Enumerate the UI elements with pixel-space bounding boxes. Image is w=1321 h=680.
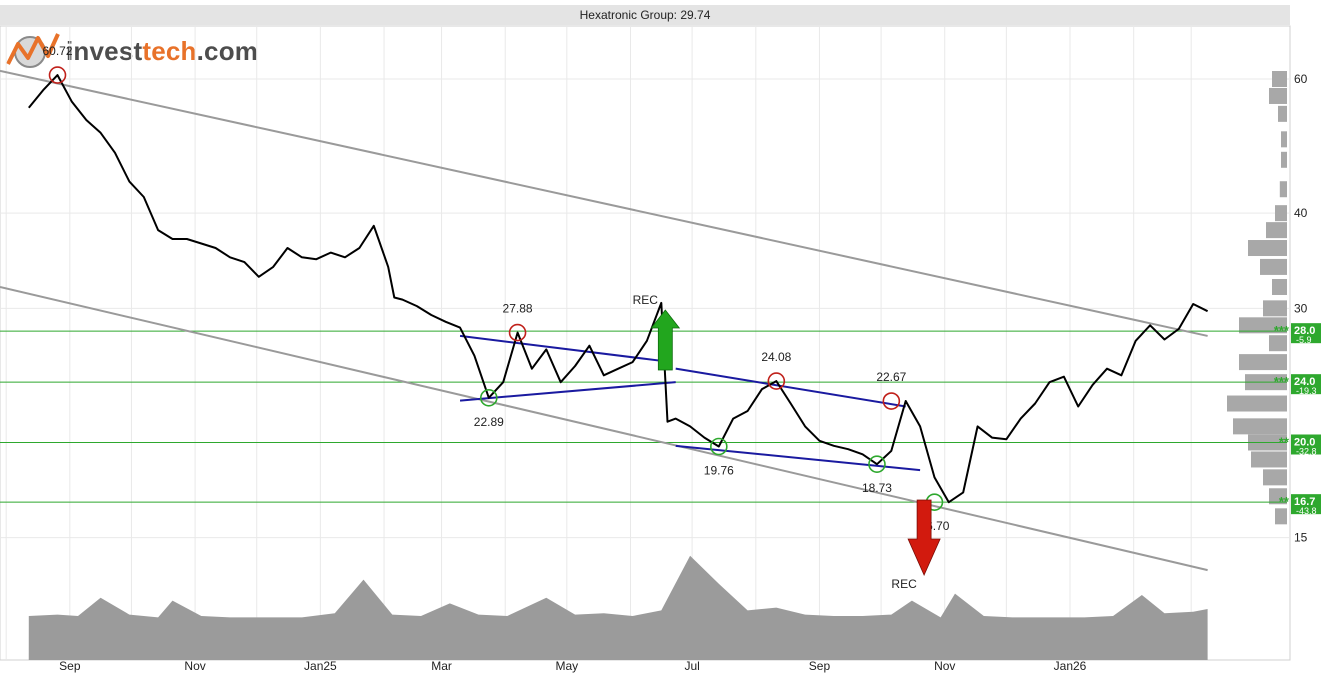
x-tick-label: Sep (59, 659, 81, 673)
support-stars: *** (1274, 374, 1290, 389)
support-stars: ** (1279, 434, 1290, 449)
investtech-logo[interactable]: investtech.com (4, 30, 274, 74)
pattern-lines-layer (459, 334, 921, 472)
pivot-bottom-marker (479, 389, 498, 407)
x-tick-label: Sep (809, 659, 831, 673)
trend-line (0, 69, 1208, 337)
logo-icon (6, 33, 60, 68)
volume-profile-bar (1275, 205, 1287, 222)
support-pct-label: -32.8 (1296, 446, 1317, 456)
pivot-top-marker (508, 323, 527, 342)
volume-profile-layer (1227, 71, 1287, 525)
support-stars: *** (1274, 323, 1290, 338)
volume-profile-bar (1263, 300, 1287, 317)
signal-label: REC (891, 577, 917, 591)
support-pct-label: -43.8 (1296, 506, 1317, 516)
x-tick-label: Jan25 (304, 659, 337, 673)
trend-line (0, 286, 1208, 572)
support-label-box (1291, 434, 1321, 455)
x-tick-label: Nov (184, 659, 205, 673)
logo-text: investtech.com (66, 36, 259, 66)
pivot-label: 60.72 (42, 44, 72, 58)
x-tick-label: Jul (684, 659, 699, 673)
support-price-label: 20.0 (1294, 436, 1315, 448)
y-tick-label: 30 (1294, 301, 1308, 315)
support-price-label: 28.0 (1294, 325, 1315, 337)
trend-lines-layer (0, 69, 1208, 572)
pivot-label: 19.76 (704, 463, 734, 477)
pivot-top-marker (48, 66, 67, 84)
support-price-label: 24.0 (1294, 376, 1315, 388)
volume-profile-bar (1279, 181, 1287, 198)
support-price-label: 16.7 (1294, 496, 1315, 508)
volume-profile-bar (1278, 105, 1287, 122)
support-pct-label: -19.3 (1296, 386, 1317, 396)
volume-area (28, 555, 1208, 660)
pattern-line (459, 381, 676, 402)
support-resistance-layer: *** 28.0-5.9 *** 24.0-19.3 ** 20.0-32.8 ** 16.7… (0, 323, 1321, 516)
grid-layer (0, 25, 1291, 661)
sell-signal-arrow (907, 499, 941, 576)
y-tick-label: 60 (1294, 72, 1308, 86)
signal-label: REC (633, 293, 659, 307)
pivot-top-marker (767, 372, 786, 390)
x-tick-label: Mar (431, 659, 452, 673)
volume-profile-bar (1266, 222, 1287, 239)
volume-profile-bar (1233, 418, 1287, 435)
x-tick-label: Nov (934, 659, 955, 673)
volume-profile-bar (1269, 335, 1287, 352)
pivot-bottom-marker (710, 437, 728, 456)
volume-profile-bar (1281, 151, 1287, 168)
pivot-label: 22.67 (876, 370, 906, 384)
volume-profile-bar (1275, 508, 1287, 525)
pivot-label: 24.08 (761, 350, 791, 364)
support-label-box (1291, 494, 1321, 515)
x-tick-label: Jan26 (1054, 659, 1087, 673)
volume-profile-bar (1269, 87, 1287, 104)
volume-profile-bar (1260, 258, 1287, 275)
volume-profile-bar (1263, 469, 1287, 486)
volume-profile-bar (1281, 131, 1287, 148)
pivot-label: 18.73 (862, 481, 892, 495)
y-tick-label: 40 (1294, 206, 1308, 220)
pattern-line (675, 367, 906, 408)
pattern-line (675, 444, 921, 472)
support-stars: ** (1279, 494, 1290, 509)
volume-profile-bar (1227, 395, 1287, 412)
x-tick-label: May (556, 659, 579, 673)
volume-profile-bar (1272, 71, 1287, 88)
volume-layer (28, 555, 1208, 660)
volume-profile-bar (1251, 451, 1287, 468)
axes-layer: 15 30 40 60 Sep Nov Jan25 Mar May Jul Sep Nov Jan26 (59, 72, 1308, 673)
pattern-line (459, 334, 662, 362)
support-label-box (1291, 374, 1321, 395)
y-tick-label: 15 (1294, 531, 1308, 545)
pivot-label: 22.89 (474, 415, 504, 429)
chart-title: Hexatronic Group: 29.74 (0, 5, 1290, 25)
pivot-top-marker (882, 392, 901, 410)
volume-profile-bar (1248, 240, 1287, 257)
price-layer (28, 74, 1209, 504)
buy-signal-arrow (650, 309, 681, 371)
signals-layer: REC REC (633, 293, 941, 591)
price-line (28, 74, 1209, 504)
pivot-label: 27.88 (503, 302, 533, 316)
volume-profile-bar (1239, 354, 1287, 371)
volume-profile-bar (1269, 488, 1287, 505)
support-label-box (1291, 323, 1321, 344)
volume-profile-bar (1272, 278, 1287, 295)
volume-profile-bar (1239, 317, 1287, 334)
support-pct-label: -5.9 (1296, 335, 1312, 345)
pivot-bottom-marker (868, 455, 886, 473)
